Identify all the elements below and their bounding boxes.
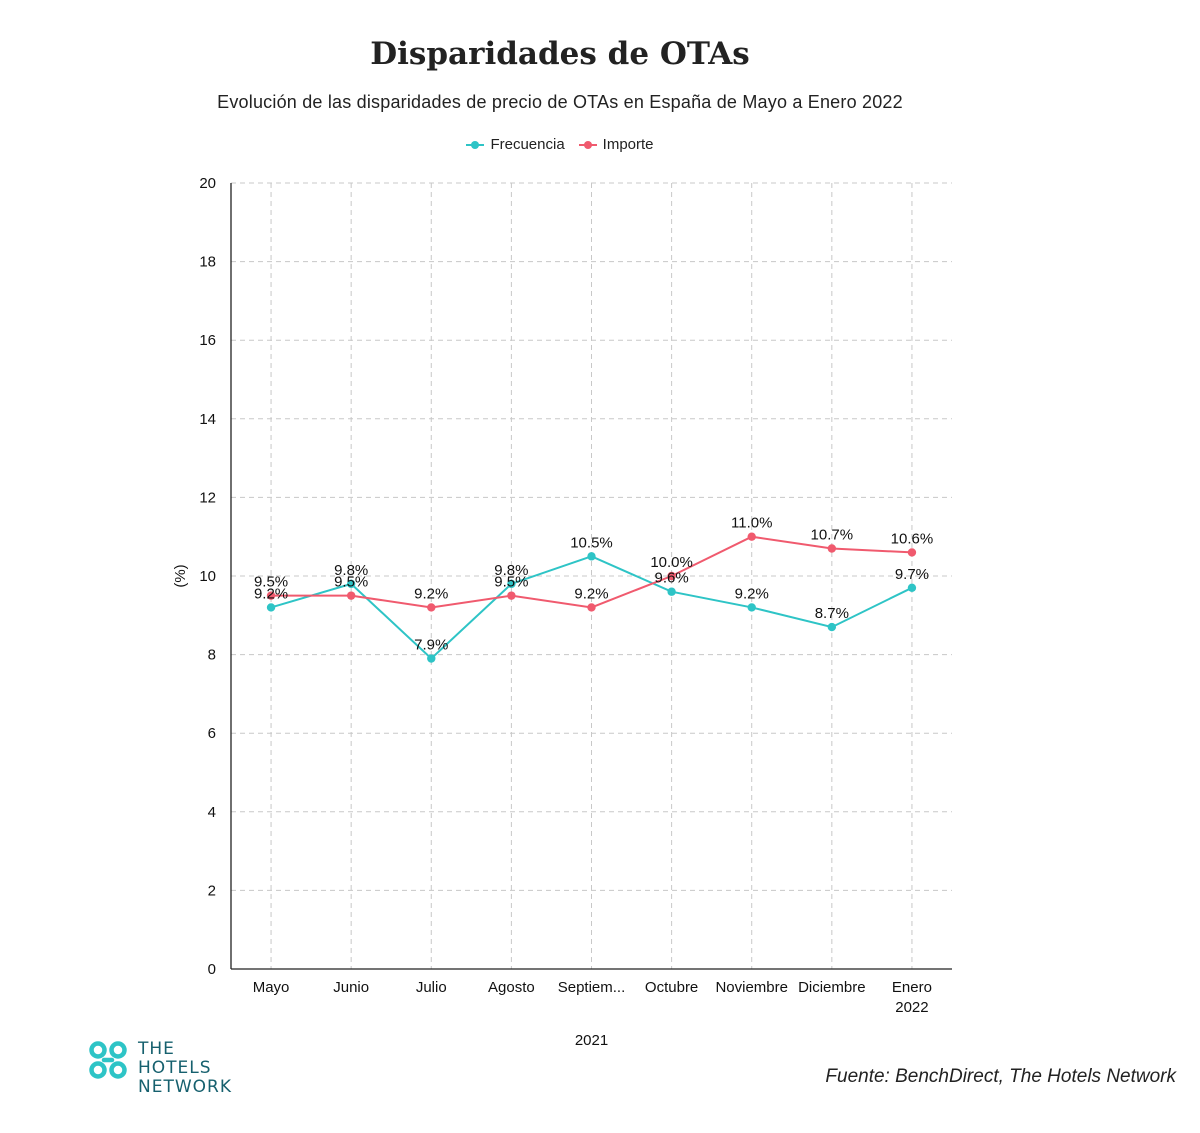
data-label-importe: 10.7% bbox=[811, 526, 854, 543]
y-tick-label: 10 bbox=[199, 568, 216, 585]
data-point-importe bbox=[667, 571, 676, 581]
data-label-frecuencia: 9.8% bbox=[334, 562, 368, 579]
logo-text: THE HOTELS NETWORK bbox=[138, 1040, 232, 1097]
y-tick-label: 12 bbox=[199, 489, 216, 506]
x-tick-label: Junio bbox=[333, 979, 369, 996]
chart-legend: Frecuencia Importe bbox=[0, 136, 1120, 153]
legend-label-importe: Importe bbox=[602, 136, 654, 153]
data-point-frecuencia bbox=[827, 622, 837, 632]
x-tick-label: Enero 2022 bbox=[892, 979, 932, 1016]
data-point-frecuencia bbox=[747, 603, 756, 612]
data-point-importe bbox=[827, 544, 837, 553]
legend-item-frecuencia[interactable]: Frecuencia bbox=[466, 136, 565, 153]
data-label-frecuencia: 9.6% bbox=[655, 570, 689, 587]
y-tick-label: 0 bbox=[208, 961, 216, 978]
data-label-importe: 10.6% bbox=[891, 530, 934, 547]
data-point-importe bbox=[427, 603, 436, 612]
x-axis-title: 2021 bbox=[575, 1032, 608, 1049]
y-axis-title: (%) bbox=[172, 564, 189, 587]
legend-label-frecuencia: Frecuencia bbox=[490, 136, 565, 153]
data-point-importe bbox=[346, 591, 356, 600]
legend-swatch-frecuencia bbox=[466, 140, 485, 150]
data-point-importe bbox=[587, 603, 596, 612]
y-tick-label: 4 bbox=[208, 804, 216, 821]
chart-subtitle: Evolución de las disparidades de precio … bbox=[217, 92, 903, 112]
y-tick-label: 16 bbox=[199, 332, 216, 349]
y-tick-label: 20 bbox=[199, 175, 216, 192]
x-tick-label: Julio bbox=[416, 979, 447, 996]
data-label-frecuencia: 7.9% bbox=[414, 637, 448, 654]
brand-logo: THE HOTELS NETWORK bbox=[88, 1040, 232, 1097]
data-label-frecuencia: 8.7% bbox=[815, 605, 849, 622]
x-tick-label: Diciembre bbox=[798, 979, 866, 996]
data-label-importe: 9.5% bbox=[334, 574, 368, 591]
x-tick-label: Mayo bbox=[253, 979, 290, 996]
data-point-frecuencia bbox=[266, 603, 276, 612]
data-label-importe: 11.0% bbox=[731, 515, 772, 532]
chart-title: Disparidades de OTAs bbox=[370, 36, 750, 72]
x-tick-label: Septiem... bbox=[558, 979, 626, 996]
data-label-frecuencia: 10.5% bbox=[570, 534, 613, 551]
data-point-frecuencia bbox=[427, 654, 436, 663]
data-point-importe bbox=[507, 591, 516, 600]
data-point-frecuencia bbox=[507, 579, 516, 589]
source-note: Fuente: BenchDirect, The Hotels Network bbox=[825, 1066, 1176, 1087]
data-point-frecuencia bbox=[907, 583, 917, 592]
legend-item-importe[interactable]: Importe bbox=[578, 136, 654, 153]
line-chart: 0 2 4 6 8 10 12 14 16 18 20 Mayo Junio Julio Agosto Sep… bbox=[172, 175, 952, 1049]
y-tick-label: 14 bbox=[199, 411, 216, 428]
data-point-importe bbox=[747, 532, 756, 541]
data-point-frecuencia bbox=[587, 552, 596, 561]
x-tick-label: Octubre bbox=[645, 979, 698, 996]
logo-line-1: THE bbox=[138, 1039, 175, 1059]
y-tick-label: 8 bbox=[208, 647, 216, 664]
y-tick-label: 6 bbox=[208, 725, 216, 742]
data-label-frecuencia: 9.2% bbox=[735, 585, 769, 602]
y-tick-label: 2 bbox=[208, 882, 216, 899]
x-tick-label: Noviembre bbox=[715, 979, 788, 996]
hotels-network-logo-icon bbox=[89, 1041, 127, 1079]
data-point-frecuencia bbox=[667, 587, 676, 596]
data-label-importe: 9.5% bbox=[494, 574, 528, 591]
data-label-frecuencia: 9.8% bbox=[494, 562, 528, 579]
logo-line-3: NETWORK bbox=[138, 1077, 232, 1097]
x-tick-label: Agosto bbox=[488, 979, 535, 996]
data-label-frecuencia: 9.7% bbox=[895, 566, 929, 583]
data-label-importe: 9.2% bbox=[414, 585, 448, 602]
data-label-importe: 9.2% bbox=[574, 585, 608, 602]
y-tick-label: 18 bbox=[199, 254, 216, 271]
data-label-importe: 10.0% bbox=[650, 554, 693, 571]
data-point-frecuencia bbox=[346, 579, 356, 589]
data-label-frecuencia: 9.2% bbox=[254, 585, 288, 602]
data-point-importe bbox=[907, 548, 917, 557]
data-label-importe: 9.5% bbox=[254, 574, 288, 591]
legend-swatch-importe bbox=[578, 140, 597, 150]
logo-line-2: HOTELS bbox=[138, 1058, 212, 1078]
data-point-importe bbox=[266, 591, 276, 600]
